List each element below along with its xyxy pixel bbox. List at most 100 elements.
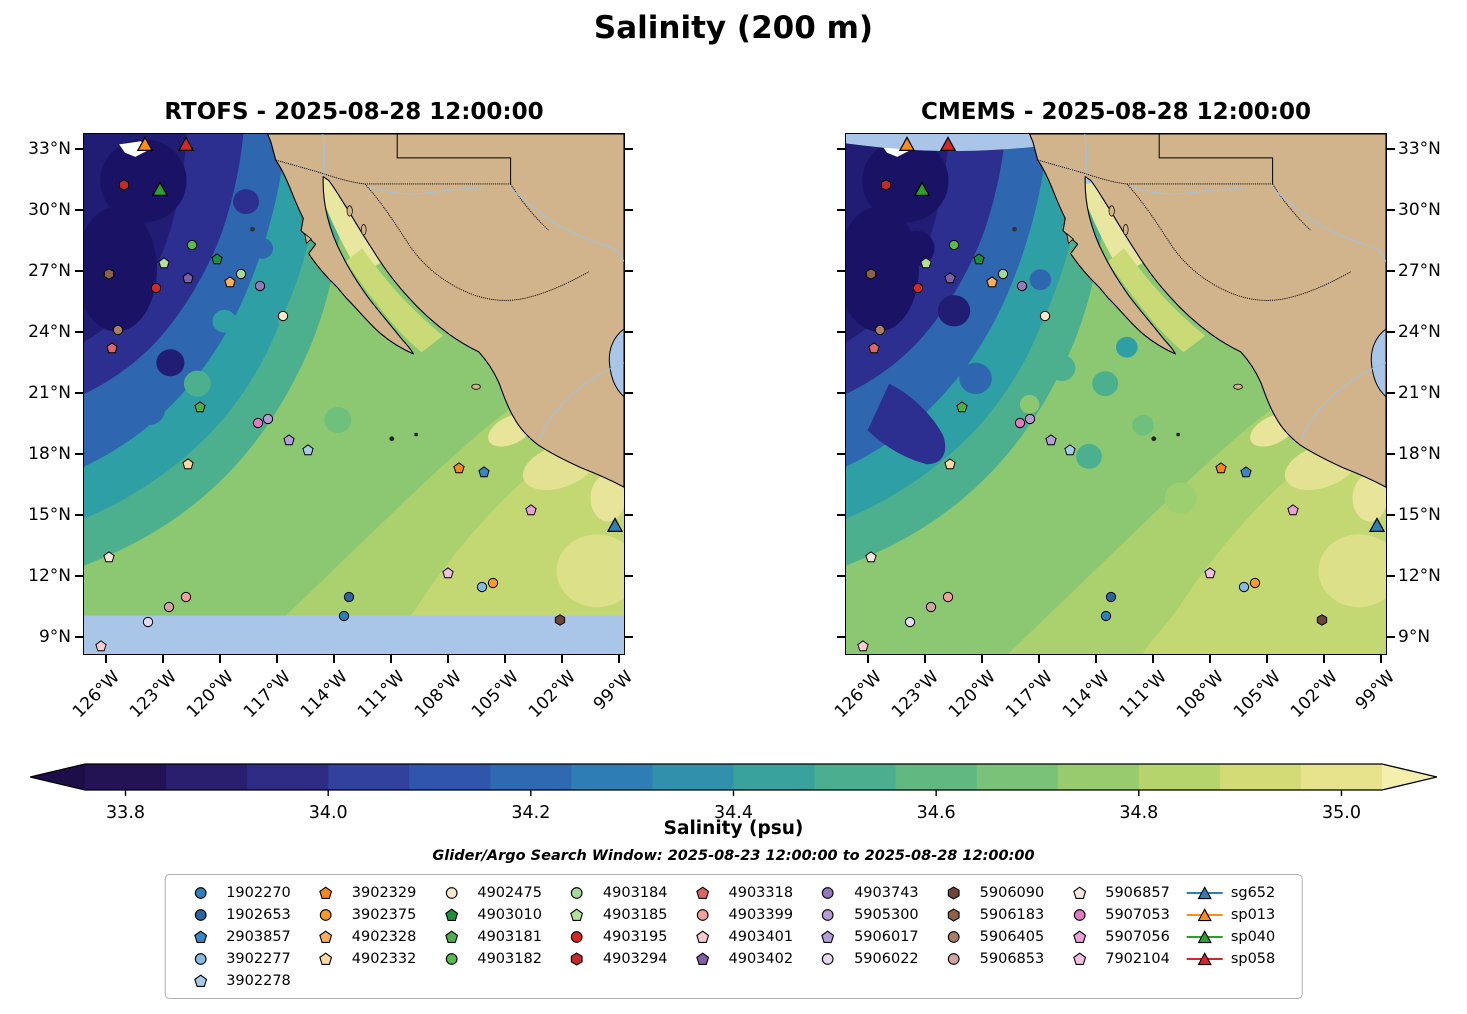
marker-4903401: [95, 639, 108, 652]
legend-item-4903195: 4903195: [554, 926, 672, 947]
legend-marker-hexagon-icon: [558, 950, 596, 968]
legend-label: 4903184: [602, 884, 668, 901]
y-axis-tick: [625, 331, 633, 333]
x-tick-label-text: 105°W: [468, 667, 524, 722]
legend-label: 4903399: [728, 906, 794, 923]
legend-label: 4903182: [477, 950, 542, 967]
x-axis-tick: [1266, 655, 1268, 663]
legend-marker-circle-icon: [181, 906, 219, 924]
marker-5906017: [1044, 433, 1057, 446]
legend-item-4902475: 4902475: [428, 882, 546, 903]
legend-label: 3902278: [226, 972, 291, 989]
marker-sp040: [151, 180, 168, 197]
y-tick-label: 27°N: [1398, 261, 1441, 282]
x-axis-tick: [867, 655, 869, 663]
marker-4903181: [955, 401, 968, 414]
legend-marker-pentagon-icon: [307, 884, 345, 902]
legend-item-5906853: 5906853: [931, 948, 1049, 969]
salinity-field-cmems: [846, 134, 1386, 654]
y-axis-tick: [75, 635, 83, 638]
y-axis-tick: [75, 209, 83, 211]
legend-item-sp013: sp013: [1182, 904, 1290, 925]
legend-marker-pentagon-icon: [684, 928, 722, 946]
x-tick-label-text: 108°W: [411, 667, 467, 722]
marker-4903195: [912, 281, 925, 294]
legend-label: 3902277: [226, 950, 291, 967]
legend-label: 4902328: [351, 928, 417, 945]
marker-5906183: [864, 267, 877, 280]
y-axis-tick: [1387, 331, 1395, 333]
y-axis-tick: [1387, 270, 1395, 272]
marker-3902277: [1237, 581, 1250, 594]
y-tick-label: 27°N: [28, 261, 71, 282]
legend-label: 3902329: [351, 884, 417, 901]
legend-marker-circle-icon: [307, 906, 345, 924]
legend-item-4903401: 4903401: [680, 926, 798, 947]
legend-label: sg652: [1230, 884, 1276, 901]
legend-column: 5906857 5907053 5907056 7902104: [1056, 882, 1174, 991]
y-tick-label: 30°N: [1398, 200, 1441, 221]
colorbar-svg: [30, 763, 1437, 796]
legend-marker-circle-icon: [432, 950, 470, 968]
legend-column: 3902329 3902375 4902328 4902332: [303, 882, 421, 991]
marker-4903185: [919, 257, 932, 270]
marker-4903185: [157, 257, 170, 270]
marker-1902270: [337, 609, 350, 622]
legend-marker-circle-icon: [684, 906, 722, 924]
marker-5906857: [102, 550, 115, 563]
marker-5905300: [1023, 413, 1036, 426]
colorbar-tick-label: 34.4: [714, 803, 753, 823]
y-axis-tick: [837, 209, 845, 211]
legend-marker-pentagon-icon: [684, 950, 722, 968]
x-axis-tick: [1152, 655, 1154, 663]
legend-label: sp040: [1230, 928, 1276, 945]
marker-4903181: [193, 401, 206, 414]
y-axis-tick: [625, 209, 633, 211]
y-axis-tick: [75, 270, 83, 272]
marker-4903402: [944, 271, 957, 284]
legend-marker-triangle-icon: [1186, 906, 1224, 924]
y-axis-tick: [625, 635, 633, 638]
x-axis-tick: [447, 655, 449, 663]
legend-marker-pentagon-icon: [181, 972, 219, 990]
x-tick-label-text: 111°W: [354, 667, 410, 722]
marker-4903402: [182, 271, 195, 284]
marker-4903184: [997, 267, 1010, 280]
legend-marker-pentagon-icon: [432, 906, 470, 924]
y-axis-tick: [625, 270, 633, 272]
colorbar-tick-label: 33.8: [106, 803, 146, 823]
marker-3902329: [1215, 461, 1228, 474]
y-axis-tick: [625, 514, 633, 516]
legend-item-4902328: 4902328: [303, 926, 421, 947]
marker-3902375: [487, 577, 500, 590]
legend-item-4903184: 4903184: [554, 882, 672, 903]
marker-4903010: [210, 253, 223, 266]
y-axis-tick: [75, 514, 83, 516]
legend-item-4903743: 4903743: [805, 882, 923, 903]
y-tick-label: 9°N: [1398, 626, 1431, 647]
legend-label: 1902653: [226, 906, 291, 923]
legend-item-sg652: sg652: [1182, 882, 1290, 903]
marker-sp013: [136, 136, 153, 153]
legend-item-sp040: sp040: [1182, 926, 1290, 947]
y-tick-label: 18°N: [28, 443, 71, 464]
x-axis-tick: [561, 655, 564, 663]
y-axis-tick: [1387, 574, 1395, 577]
y-axis-tick: [1387, 392, 1395, 394]
y-axis-tick: [75, 574, 83, 577]
legend-column: 4903743 5905300 5906017 5906022: [805, 882, 923, 991]
x-axis-tick: [1209, 655, 1211, 663]
x-axis-tick: [219, 655, 221, 663]
legend-marker-circle-icon: [432, 884, 470, 902]
marker-4902332: [944, 457, 957, 470]
colorbar-tick-label: 34.0: [308, 803, 348, 823]
legend-item-4903185: 4903185: [554, 904, 672, 925]
marker-3902375: [1249, 577, 1262, 590]
panel-title-cmems: CMEMS - 2025-08-28 12:00:00: [920, 99, 1312, 125]
x-tick-label-text: 99°W: [1352, 667, 1400, 715]
legend-label: 5906405: [979, 928, 1045, 945]
y-tick-label: 15°N: [1398, 504, 1441, 525]
search-window-subtitle: Glider/Argo Search Window: 2025-08-23 12…: [432, 848, 1035, 864]
marker-3902278: [1063, 443, 1076, 456]
